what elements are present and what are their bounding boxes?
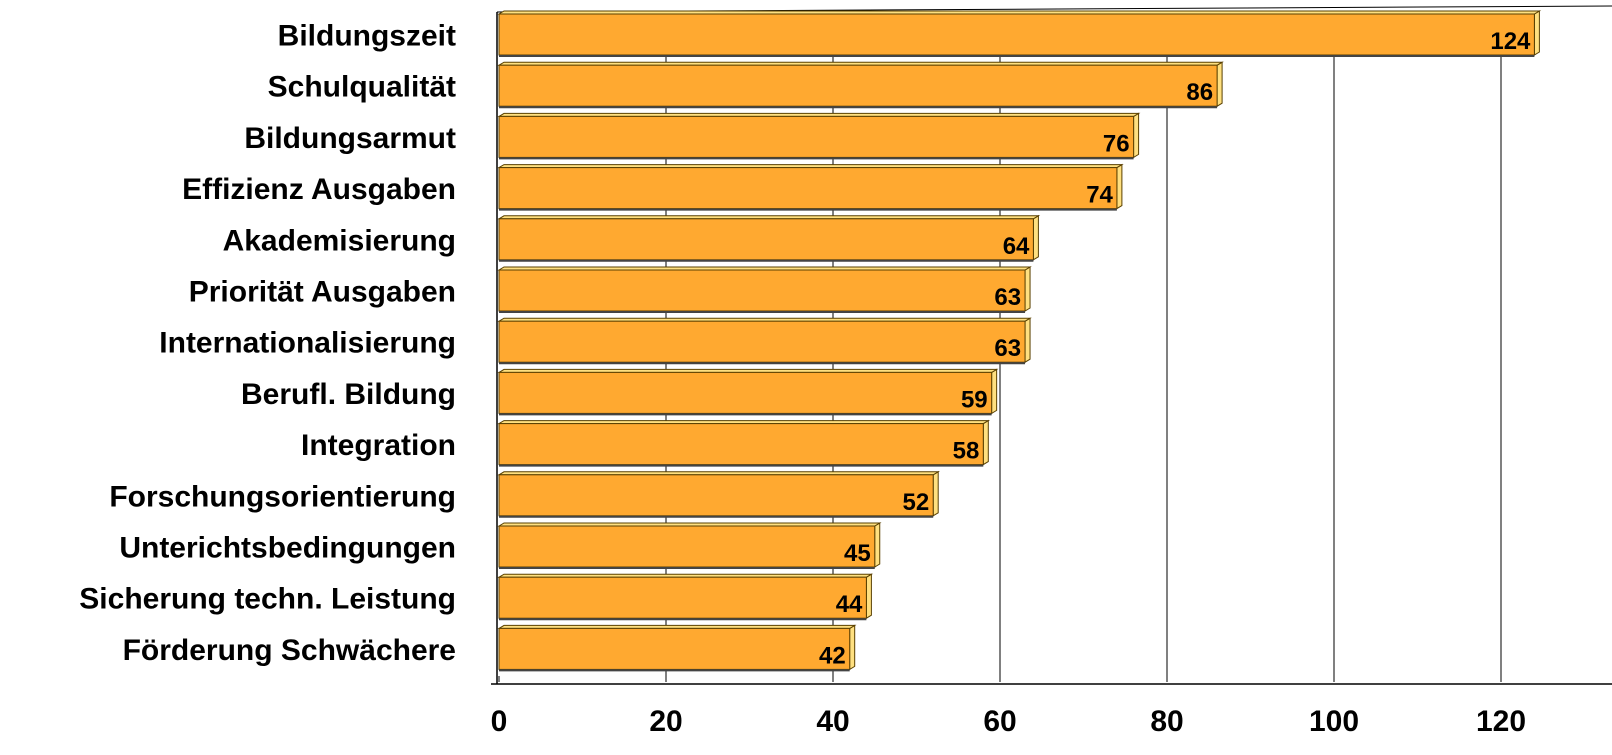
- bar-value-label: 63: [994, 335, 1021, 362]
- bar-value-label: 58: [953, 438, 980, 465]
- bar-value-label: 44: [836, 591, 863, 618]
- category-label: Internationalisierung: [159, 327, 456, 360]
- x-tick-label: 20: [649, 705, 682, 738]
- x-tick-label: 120: [1476, 705, 1526, 738]
- category-label: Bildungszeit: [278, 20, 456, 53]
- bar-value-label: 74: [1086, 182, 1113, 209]
- category-label: Förderung Schwächere: [123, 634, 456, 667]
- bar-value-label: 76: [1103, 130, 1130, 157]
- bar: [498, 13, 1535, 56]
- category-label: Priorität Ausgaben: [189, 276, 456, 309]
- x-tick-label: 60: [983, 705, 1016, 738]
- bar-side: [1216, 61, 1223, 108]
- bar: [498, 64, 1218, 107]
- bar: [498, 576, 867, 619]
- bar: [498, 627, 851, 670]
- bar-side: [982, 419, 989, 466]
- category-label: Bildungsarmut: [244, 122, 456, 155]
- bar: [498, 423, 984, 466]
- bar-value-label: 42: [819, 642, 846, 669]
- bar-value-label: 124: [1490, 28, 1531, 55]
- bar: [498, 474, 934, 517]
- category-label: Schulqualität: [268, 71, 456, 104]
- bar-value-label: 59: [961, 386, 988, 413]
- x-tick-label: 0: [491, 705, 508, 738]
- bar-side: [865, 573, 872, 620]
- bar: [498, 218, 1034, 261]
- x-tick-label: 100: [1309, 705, 1359, 738]
- bar-side: [849, 624, 856, 671]
- bar: [498, 320, 1026, 363]
- category-label: Sicherung techn. Leistung: [79, 583, 456, 616]
- category-label: Berufl. Bildung: [241, 378, 456, 411]
- category-label: Akademisierung: [223, 224, 456, 257]
- category-label: Effizienz Ausgaben: [182, 173, 456, 206]
- bar: [498, 269, 1026, 312]
- category-label: Integration: [301, 429, 456, 462]
- bar-value-label: 86: [1186, 79, 1213, 106]
- bar-value-label: 64: [1003, 233, 1030, 260]
- bar: [498, 525, 876, 568]
- bar-side: [874, 522, 881, 568]
- bar-side: [1133, 112, 1140, 159]
- category-label: Forschungsorientierung: [109, 480, 456, 513]
- bar-side: [1533, 10, 1540, 56]
- bar-value-label: 52: [902, 489, 929, 516]
- x-tick-label: 40: [816, 705, 849, 738]
- bar-side: [932, 470, 939, 517]
- bar: [498, 115, 1135, 158]
- bar-side: [1024, 317, 1031, 364]
- category-label: Unterichtsbedingungen: [119, 532, 456, 565]
- bar-side: [991, 368, 998, 415]
- x-tick-label: 80: [1150, 705, 1183, 738]
- bar-value-label: 45: [844, 540, 871, 567]
- bar: [498, 371, 993, 414]
- bar-side: [1032, 214, 1039, 261]
- bar-side: [1116, 163, 1123, 210]
- bar: [498, 167, 1118, 210]
- bar-side: [1024, 266, 1031, 312]
- bar-value-label: 63: [994, 284, 1021, 311]
